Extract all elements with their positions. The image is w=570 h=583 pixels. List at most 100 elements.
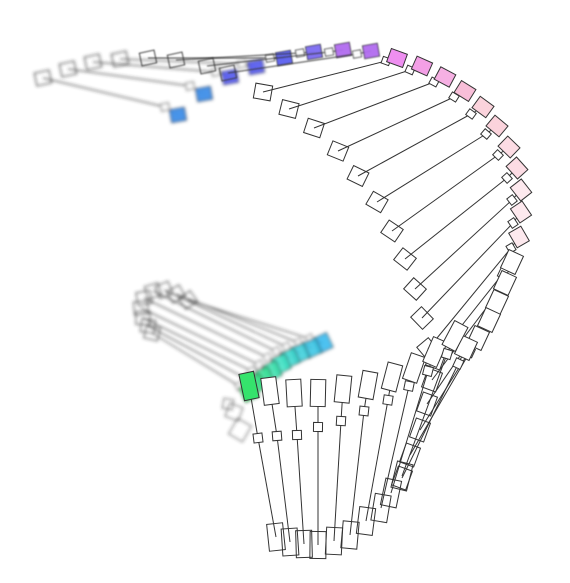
tail-block (33, 69, 53, 87)
link-rod (163, 289, 287, 348)
tail-block (280, 527, 300, 557)
tail-block (302, 117, 326, 139)
link-unit (420, 269, 518, 393)
link-rod (401, 353, 448, 477)
tail-block (390, 460, 414, 492)
joint-block (507, 217, 519, 229)
tail-block (355, 506, 377, 536)
link-rod (296, 434, 305, 545)
link-rod (257, 437, 277, 538)
link-rod (391, 154, 499, 232)
link-rod (414, 199, 513, 290)
link-rod (140, 307, 260, 366)
link-unit (390, 319, 469, 492)
link-unit (197, 41, 353, 75)
joint-block (252, 432, 264, 444)
link-rod (365, 399, 389, 522)
joint-block (491, 148, 505, 162)
head-block (304, 43, 324, 61)
link-rod (380, 385, 410, 509)
tail-block (166, 284, 186, 304)
tail-block (138, 49, 158, 67)
joint-block (335, 415, 347, 427)
joint-block (253, 359, 265, 371)
link-rod (421, 222, 514, 319)
head-block (509, 200, 533, 224)
link-rod (376, 133, 487, 203)
tail-block (295, 529, 313, 559)
link-rod (151, 332, 240, 387)
tail-block (365, 190, 389, 214)
joint-block (358, 405, 370, 417)
link-unit (340, 369, 379, 550)
head-block (476, 306, 502, 334)
link-unit (166, 43, 324, 69)
link-rod (288, 69, 411, 110)
link-rod (227, 53, 358, 74)
tail-block (110, 50, 130, 68)
head-block (220, 68, 240, 86)
link-unit (409, 200, 533, 331)
head-block (333, 374, 353, 404)
joint-block (184, 81, 196, 91)
tail-block (166, 51, 186, 69)
link-rod (390, 370, 429, 494)
tail-block (135, 310, 151, 326)
link-unit (309, 378, 327, 560)
head-block (410, 55, 434, 77)
head-block (508, 225, 530, 249)
bottom-fan-chain (238, 319, 469, 560)
joint-block (312, 421, 324, 433)
link-unit (392, 156, 529, 271)
joint-block (291, 429, 303, 441)
link-unit (416, 225, 530, 362)
link-unit (355, 361, 404, 536)
link-unit (302, 66, 457, 139)
tail-block (143, 324, 161, 342)
top-arc-chain (33, 41, 381, 124)
link-rod (401, 363, 459, 479)
joint-block (236, 59, 248, 69)
head-block (246, 58, 266, 76)
tail-block (218, 64, 238, 82)
ghost-block (224, 402, 244, 422)
tail-block (324, 526, 344, 556)
tail-block (415, 391, 439, 417)
joint-block (421, 364, 435, 378)
joint-block (270, 345, 282, 357)
head-block (505, 156, 529, 180)
tail-block (58, 60, 78, 78)
link-rod (175, 52, 301, 61)
head-block (380, 361, 404, 393)
link-rod (262, 60, 387, 93)
link-rod (142, 317, 253, 372)
joint-block (479, 128, 493, 140)
link-unit (260, 376, 300, 557)
link-rod (349, 410, 365, 536)
tail-block (380, 219, 404, 243)
tail-block (402, 277, 428, 301)
joint-block (465, 108, 477, 120)
head-block (433, 66, 457, 88)
link-rod (313, 81, 435, 129)
joint-block (159, 102, 171, 112)
tail-block (392, 247, 418, 271)
link-rod (143, 297, 268, 358)
joint-block (506, 193, 518, 207)
tail-block (252, 82, 274, 102)
tail-block (132, 300, 150, 316)
link-rod (42, 77, 166, 108)
head-block (385, 47, 409, 69)
link-unit (252, 47, 409, 102)
tail-block (370, 492, 392, 524)
tail-block (379, 477, 403, 509)
link-unit (326, 79, 477, 162)
head-block (238, 370, 260, 402)
tail-block (346, 164, 370, 188)
head-block (401, 352, 427, 384)
link-unit (238, 370, 286, 552)
tail-block (326, 140, 350, 162)
joint-block (452, 357, 465, 371)
tail-block (420, 367, 444, 393)
head-block (357, 369, 379, 401)
